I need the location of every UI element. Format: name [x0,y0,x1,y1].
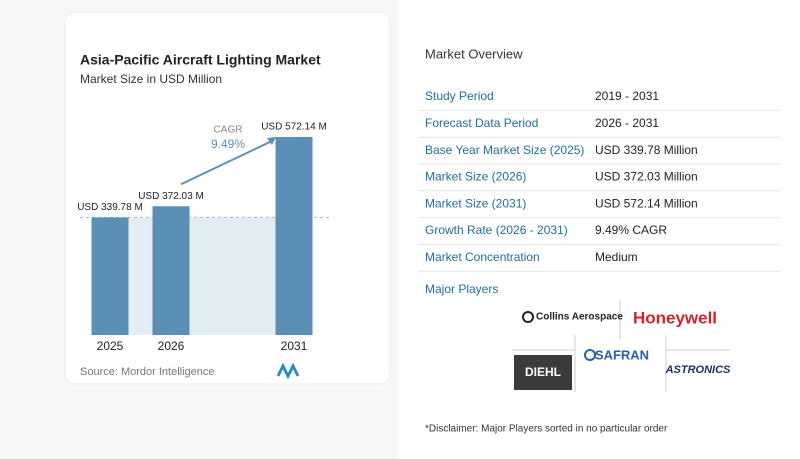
row-value: Medium [595,250,638,264]
players-title: Major Players [425,282,498,296]
player-logo: DIEHL [525,365,561,379]
overview-title: Market Overview [425,46,523,61]
source: Source: Mordor Intelligence [80,366,215,378]
cagr-label: CAGR [214,125,243,136]
value-label: USD 372.03 M [138,191,204,202]
x-tick-label: 2031 [281,339,308,353]
row-label: Base Year Market Size (2025) [425,143,584,157]
row-value: USD 572.14 Million [595,196,698,210]
x-tick-label: 2026 [158,339,185,353]
bar [152,206,190,335]
row-value: USD 372.03 Million [595,170,698,184]
cagr-arrowhead [267,137,276,145]
baseline-area [110,217,294,335]
row-value: 2019 - 2031 [595,89,659,103]
chart-title: Asia-Pacific Aircraft Lighting Market [80,52,321,68]
bar [91,217,129,335]
row-label: Market Concentration [425,250,540,264]
cagr-arrow [180,140,273,186]
player-logo: SAFRAN [595,347,649,362]
row-value: 2026 - 2031 [595,116,659,130]
value-label: USD 572.14 M [261,122,327,133]
chart-subtitle: Market Size in USD Million [80,72,222,86]
player-logo: ASTRONICS [665,364,731,376]
disclaimer: *Disclaimer: Major Players sorted in no … [425,424,668,435]
row-label: Study Period [425,89,494,103]
row-label: Growth Rate (2026 - 2031) [425,223,568,237]
row-value: 9.49% CAGR [595,223,667,237]
player-logos [512,300,730,392]
x-tick-label: 2025 [97,339,124,353]
bar [275,137,313,335]
row-label: Market Size (2026) [425,170,526,184]
value-label: USD 339.78 M [77,202,143,213]
player-logo: Honeywell [633,308,717,327]
player-logo: Collins Aerospace [536,312,623,323]
cagr-value: 9.49% [211,137,245,151]
row-value: USD 339.78 Million [595,143,698,157]
row-label: Market Size (2031) [425,196,526,210]
overview-panel [398,0,800,459]
row-label: Forecast Data Period [425,116,538,130]
logo [276,362,300,380]
